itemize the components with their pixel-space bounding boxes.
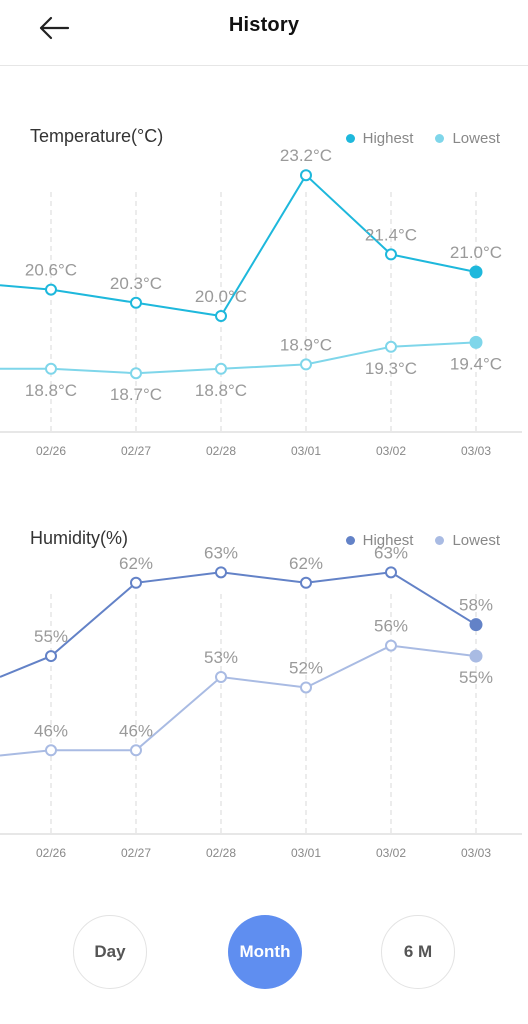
temperature-chart-title: Temperature(°C) [30, 126, 164, 146]
data-label-lowest: 46% [34, 721, 68, 740]
data-point-lowest[interactable] [45, 362, 57, 375]
humidity-line-chart: 02/26 02/27 02/28 03/01 03/02 03/03 55% 62% 63% 6… [0, 543, 522, 860]
data-point-highest[interactable] [300, 169, 312, 182]
range-6m-button[interactable]: 6 M [381, 915, 455, 989]
data-point-highest[interactable] [385, 248, 397, 261]
data-point-lowest[interactable] [45, 744, 57, 757]
data-label-highest: 20.0°C [195, 287, 247, 306]
data-point-lowest[interactable] [130, 744, 142, 757]
data-point-lowest[interactable] [130, 367, 142, 380]
data-point-lowest[interactable] [385, 639, 397, 652]
data-label-highest: 20.3°C [110, 274, 162, 293]
temperature-legend: Highest Lowest [324, 130, 500, 147]
data-point-highest[interactable] [300, 576, 312, 589]
x-tick-label: 02/26 [36, 846, 66, 860]
temperature-line-chart: 02/26 02/27 02/28 03/01 03/02 03/03 20.6°C 20.3… [0, 146, 522, 458]
data-point-highest[interactable] [45, 283, 57, 296]
data-label-lowest: 52% [289, 658, 323, 677]
data-label-lowest: 18.7°C [110, 385, 162, 404]
data-label-highest: 63% [204, 543, 238, 562]
data-label-lowest: 46% [119, 721, 153, 740]
legend-item-lowest: Lowest [435, 532, 500, 549]
legend-dot-highest-icon [345, 536, 355, 545]
back-arrow-icon [39, 16, 70, 40]
range-month-button[interactable]: Month [228, 915, 302, 989]
x-tick-label: 03/02 [376, 846, 406, 860]
humidity-chart-title: Humidity(%) [30, 528, 129, 548]
data-point-lowest[interactable] [215, 671, 227, 683]
x-tick-label: 02/28 [206, 444, 236, 458]
data-label-lowest: 18.9°C [280, 335, 332, 354]
legend-label-highest: Highest [362, 130, 414, 147]
x-tick-label: 03/02 [376, 444, 406, 458]
data-point-highest[interactable] [469, 265, 483, 279]
x-tick-label: 02/27 [121, 444, 151, 458]
legend-label-lowest: Lowest [452, 130, 500, 147]
x-tick-label: 02/27 [121, 846, 151, 860]
data-label-highest: 62% [119, 554, 153, 573]
legend-item-highest: Highest [345, 532, 414, 549]
data-label-lowest: 18.8°C [195, 381, 247, 400]
data-point-lowest[interactable] [215, 362, 227, 375]
x-tick-label: 03/01 [291, 846, 321, 860]
x-tick-label: 02/28 [206, 846, 236, 860]
temperature-chart-section: Temperature(°C) Highest Lowest 02/26 02/2… [0, 118, 528, 468]
data-label-highest: 21.0°C [450, 243, 502, 262]
data-label-lowest: 55% [459, 668, 493, 687]
x-tick-label: 03/03 [461, 846, 491, 860]
data-label-lowest: 19.4°C [450, 354, 502, 373]
x-tick-label: 02/26 [36, 444, 66, 458]
x-tick-label: 03/03 [461, 444, 491, 458]
legend-label-lowest: Lowest [452, 532, 500, 549]
page-title: History [228, 14, 300, 36]
data-label-highest: 20.6°C [25, 261, 77, 280]
x-tick-label: 03/01 [291, 444, 321, 458]
data-label-lowest: 56% [374, 617, 408, 636]
data-label-highest: 21.4°C [365, 225, 417, 244]
data-point-lowest[interactable] [469, 649, 483, 663]
legend-dot-lowest-icon [435, 536, 445, 545]
data-point-highest[interactable] [130, 296, 142, 309]
data-point-highest[interactable] [385, 566, 397, 579]
back-button[interactable] [30, 8, 78, 48]
data-label-highest: 62% [289, 554, 323, 573]
legend-dot-highest-icon [345, 134, 355, 143]
data-point-highest[interactable] [215, 566, 227, 579]
data-label-lowest: 53% [204, 648, 238, 667]
data-label-lowest: 19.3°C [365, 359, 417, 378]
app-header: History [0, 0, 528, 66]
data-point-lowest[interactable] [469, 335, 483, 349]
data-point-highest[interactable] [469, 618, 483, 632]
legend-label-highest: Highest [362, 532, 414, 549]
data-point-lowest[interactable] [385, 340, 397, 353]
humidity-chart-section: Humidity(%) Highest Lowest 02/26 02/27 02/… [0, 520, 528, 870]
data-point-highest[interactable] [130, 576, 142, 589]
legend-item-highest: Highest [345, 130, 414, 147]
data-label-highest: 58% [459, 596, 493, 615]
legend-item-lowest: Lowest [435, 130, 500, 147]
data-point-lowest[interactable] [300, 358, 312, 371]
data-label-highest: 55% [34, 627, 68, 646]
data-label-highest: 63% [374, 543, 408, 562]
range-day-button[interactable]: Day [73, 915, 147, 989]
data-point-highest[interactable] [45, 650, 57, 663]
data-point-lowest[interactable] [300, 681, 312, 694]
data-point-highest[interactable] [215, 310, 227, 322]
humidity-legend: Highest Lowest [324, 532, 500, 549]
data-label-lowest: 18.8°C [25, 381, 77, 400]
legend-dot-lowest-icon [435, 134, 445, 143]
data-label-highest: 23.2°C [280, 146, 332, 165]
range-selector: Day Month 6 M [0, 915, 528, 991]
